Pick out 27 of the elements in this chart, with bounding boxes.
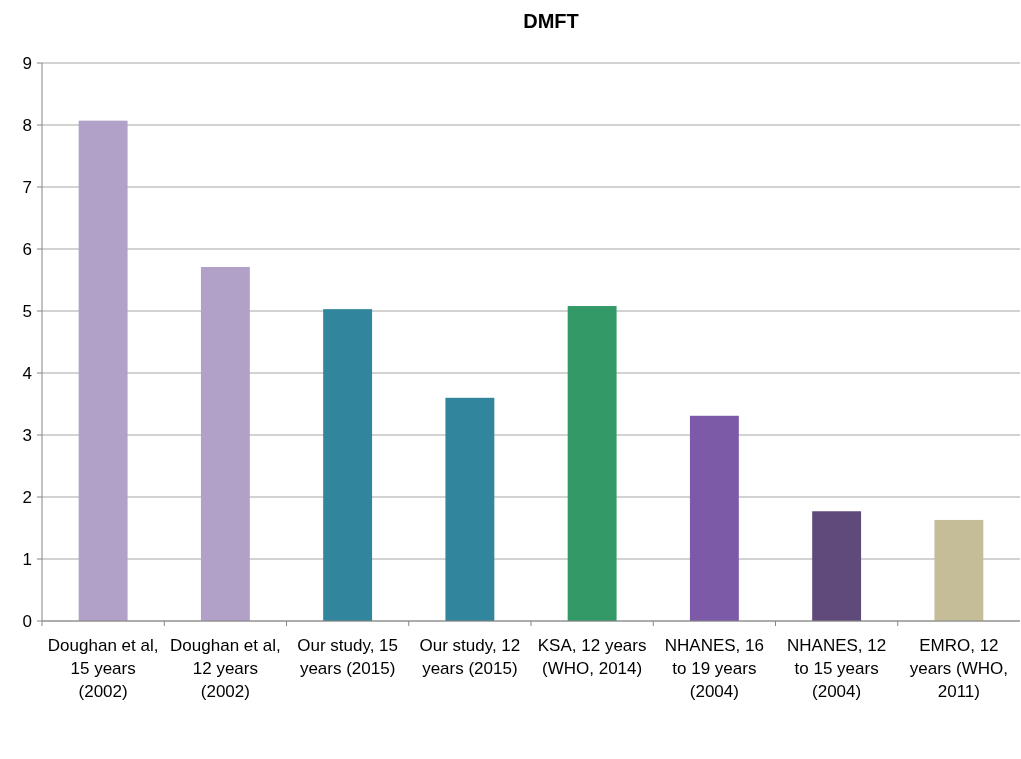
bar xyxy=(689,415,739,621)
y-tick-label: 3 xyxy=(22,425,32,445)
y-tick-label: 0 xyxy=(22,611,32,631)
x-tick-label: Doughan et al, 12 years (2002) xyxy=(170,636,281,701)
y-tick-label: 1 xyxy=(22,549,32,569)
y-tick-label: 6 xyxy=(22,239,32,259)
y-tick-label: 9 xyxy=(22,53,32,73)
bar xyxy=(812,511,862,621)
x-tick-label: Our study, 15 years (2015) xyxy=(297,636,399,678)
y-tick-label: 2 xyxy=(22,487,32,507)
x-tick-label: KSA, 12 years (WHO, 2014) xyxy=(537,636,647,678)
x-tick-label: EMRO, 12 years (WHO, 2011) xyxy=(909,636,1008,701)
bar xyxy=(200,266,250,621)
y-tick-label: 8 xyxy=(22,115,32,135)
x-tick-label: Doughan et al, 15 years (2002) xyxy=(47,636,159,701)
y-tick-label: 7 xyxy=(22,177,32,197)
y-tick-label: 5 xyxy=(22,301,32,321)
x-tick-label: NHANES, 12 to 15 years (2004) xyxy=(787,636,887,701)
chart-title: DMFT xyxy=(523,10,579,32)
bar xyxy=(323,309,373,621)
y-tick-label: 4 xyxy=(22,363,32,383)
x-tick-label: Our study, 12 years (2015) xyxy=(419,636,521,678)
bar xyxy=(78,120,128,621)
bar xyxy=(567,306,617,621)
x-tick-label: NHANES, 16 to 19 years (2004) xyxy=(664,636,764,701)
bar xyxy=(445,397,495,621)
bar xyxy=(934,519,984,621)
